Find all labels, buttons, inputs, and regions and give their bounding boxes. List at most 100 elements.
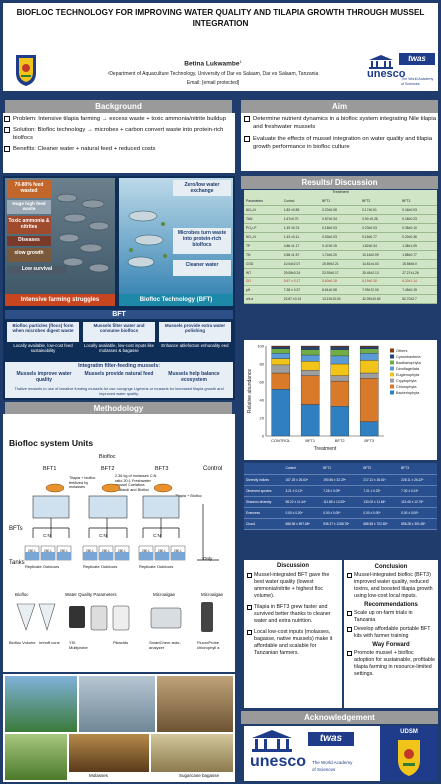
discussion-item: Tilapia in BFT3 grew faster and survived… bbox=[247, 604, 339, 625]
bar-segment bbox=[359, 378, 379, 422]
acknowledgement-heading: Acknowledgement bbox=[241, 711, 438, 724]
table-cell: 98.22 ± 11.44ᵃ bbox=[283, 496, 322, 508]
bft2-note: 2.36 kg of molasses C:N ratio 20:1 Fresh… bbox=[115, 474, 157, 492]
table-cell: 7.38 ± 0.37 bbox=[281, 285, 321, 296]
legend-label: Bacillariophyta bbox=[396, 361, 422, 365]
instrument-label: Pikachts bbox=[113, 640, 129, 645]
legend-swatch bbox=[390, 390, 394, 395]
column-header: Parameters bbox=[244, 197, 282, 207]
table-cell: 42.09±10.63 bbox=[360, 294, 401, 305]
bft-column: Mussels provide extra water polishing En… bbox=[159, 322, 231, 358]
author-email: Email: [email protected] bbox=[186, 79, 240, 86]
table-cell: 1.88±0.77 bbox=[400, 250, 437, 260]
discussion-item: Mussel-integrated BFT gave the best wate… bbox=[247, 572, 339, 600]
legend-label: Euglenophyta bbox=[396, 373, 420, 377]
bft-column-head: Mussels filter water and consume biolfoc… bbox=[83, 322, 155, 342]
unesco-subtitle-2: of Sciences bbox=[401, 82, 420, 86]
x-axis-title: Treatment bbox=[314, 446, 337, 452]
tank-volume-label: 250 L bbox=[60, 549, 68, 553]
ack-unesco-wordmark: unesco bbox=[250, 753, 307, 770]
recommendations-heading: Recommendations bbox=[364, 602, 418, 608]
table-cell: 226.11 ± 26.22ᵇ bbox=[399, 474, 437, 486]
bft-column-sub: Locally available, low-cost feed sustain… bbox=[13, 343, 73, 353]
discussion-panel: Discussion Mussel-integrated BFT gave th… bbox=[244, 560, 342, 708]
unit-label: BFT3 bbox=[155, 466, 169, 472]
table-row: WT 29.08±0.24 23.93±0.17 25.45±2.13 27.27±1.… bbox=[244, 268, 437, 278]
table-cell: 688.55 ± 897.68ᵃ bbox=[283, 518, 322, 530]
bar-segment bbox=[359, 372, 379, 379]
bar-segment bbox=[359, 345, 379, 348]
bar-segment bbox=[271, 358, 291, 366]
table-cell: 0.57±0.34 bbox=[320, 214, 361, 225]
column-header: Control bbox=[283, 463, 322, 475]
photo-molasses bbox=[69, 734, 149, 772]
legend-label: Chlorophyta bbox=[396, 385, 417, 389]
bar-segment bbox=[300, 370, 320, 376]
problem-box: 70-80% feed wasted bbox=[7, 180, 51, 198]
column-header: Control bbox=[281, 197, 321, 207]
table-row: Shannon diversity 98.22 ± 11.44ᵃ 111.85 ± … bbox=[244, 496, 437, 508]
table-cell: 935.27 ± 1268.78ᵃ bbox=[321, 518, 362, 530]
table-row: TP 4.86 ±1.17 0.47±0.19 1.82±0.34 1.38±1.09 bbox=[244, 241, 437, 251]
aim-list: Determine nutrient dynamics in a biofloc… bbox=[244, 115, 437, 155]
table-cell: 1.38±1.09 bbox=[400, 241, 437, 251]
table-cell: 0.90 ±0.26 bbox=[360, 214, 401, 225]
x-tick-label: BFT3 bbox=[364, 438, 375, 443]
udsm-crest-logo bbox=[16, 55, 36, 86]
bar-segment bbox=[271, 389, 291, 437]
table-row: TN 4.58 ±1.57 1.74±0.20 10.16±2.09 1.88±0.77 bbox=[244, 250, 437, 260]
way-forward-heading: Way Forward bbox=[372, 642, 410, 648]
control-label: Control bbox=[203, 466, 223, 472]
table-cell: WT bbox=[244, 268, 282, 278]
table-cell: TAN bbox=[244, 214, 282, 225]
bar-segment bbox=[359, 348, 379, 354]
poster-title: BIOFLOC TECHNOLOGY FOR IMPROVING WATER Q… bbox=[16, 8, 425, 28]
y-axis-title: Relative abundance bbox=[247, 369, 253, 413]
legend-swatch bbox=[390, 372, 394, 377]
table-cell: NO₂-N bbox=[244, 232, 282, 242]
aim-heading: Aim bbox=[241, 100, 438, 113]
table-cell: 855.28 ± 391.65ᵇ bbox=[399, 518, 437, 530]
table-cell: 7.28 ± 0.09ᵇ bbox=[321, 485, 362, 497]
tanks-label: Tanks bbox=[9, 560, 25, 566]
problem-box: Toxic ammonia & nitrites bbox=[7, 216, 51, 234]
table-cell: 190.56 ± 32.29ᵃ bbox=[321, 474, 362, 486]
table-cell: 0.16±0.03 bbox=[400, 205, 437, 216]
y-tick-label: 60 bbox=[260, 380, 265, 385]
legend-label: Others bbox=[396, 349, 407, 353]
bar-segment bbox=[330, 345, 350, 348]
author-superscript: 1 bbox=[239, 59, 242, 64]
table-cell: Evenness bbox=[244, 507, 284, 519]
system-units-diagram bbox=[24, 483, 219, 561]
replicate-label: Replicate Outdoors bbox=[83, 564, 118, 569]
table-row: TAN 1.67±0.70 0.57±0.34 0.90 ±0.26 0.18±0.23 bbox=[244, 214, 437, 225]
table-cell: 1.49 ±0.74 bbox=[281, 223, 321, 234]
bar-segment bbox=[359, 421, 379, 437]
bft-infographic: 70-80% feed wasted Huge high feed waste … bbox=[3, 176, 235, 400]
column-header: BFT1 bbox=[321, 463, 362, 475]
table-cell: 0.00 ± 0.00ᵃ bbox=[283, 507, 322, 519]
problem-box: Low survival bbox=[7, 266, 67, 274]
x-tick-label: BFT2 bbox=[335, 438, 346, 443]
aim-item: Determine nutrient dynamics in a biofloc… bbox=[244, 115, 437, 131]
photo-bagasse bbox=[151, 734, 233, 772]
legend-label: Bacteriophyta bbox=[396, 391, 420, 395]
table-cell: 6.19±0.30 bbox=[360, 277, 401, 287]
table-row: Observed species 3.21 ± 0.12ᵃ 7.28 ± 0.09ᵇ… bbox=[244, 485, 437, 497]
integration-item: Mussels provide natural feed bbox=[84, 371, 154, 377]
table-cell: 167.25 ± 26.63ᵃ bbox=[283, 474, 322, 486]
table-cell: 0.20±0.36 bbox=[400, 232, 437, 242]
y-tick-label: 100 bbox=[257, 344, 264, 349]
intensive-farming-caption: Intensive farming struggles bbox=[5, 294, 115, 306]
biofloc-label: Biofloc bbox=[99, 454, 116, 460]
photo-pond bbox=[79, 676, 155, 732]
column-header: BFT1 bbox=[320, 197, 361, 207]
tank-volume-label: 250 L bbox=[86, 549, 94, 553]
photos-panel: Molasses Sugarcane bagasse bbox=[3, 674, 235, 782]
table-cell: 1.74±0.20 bbox=[320, 250, 361, 260]
y-tick-label: 0 bbox=[262, 434, 265, 439]
instrument-label: Imhoff cone bbox=[39, 640, 60, 645]
bar-segment bbox=[300, 404, 320, 437]
instrument-label: Biofloc Volume bbox=[9, 640, 36, 645]
table-cell: Chao1 bbox=[244, 518, 284, 530]
